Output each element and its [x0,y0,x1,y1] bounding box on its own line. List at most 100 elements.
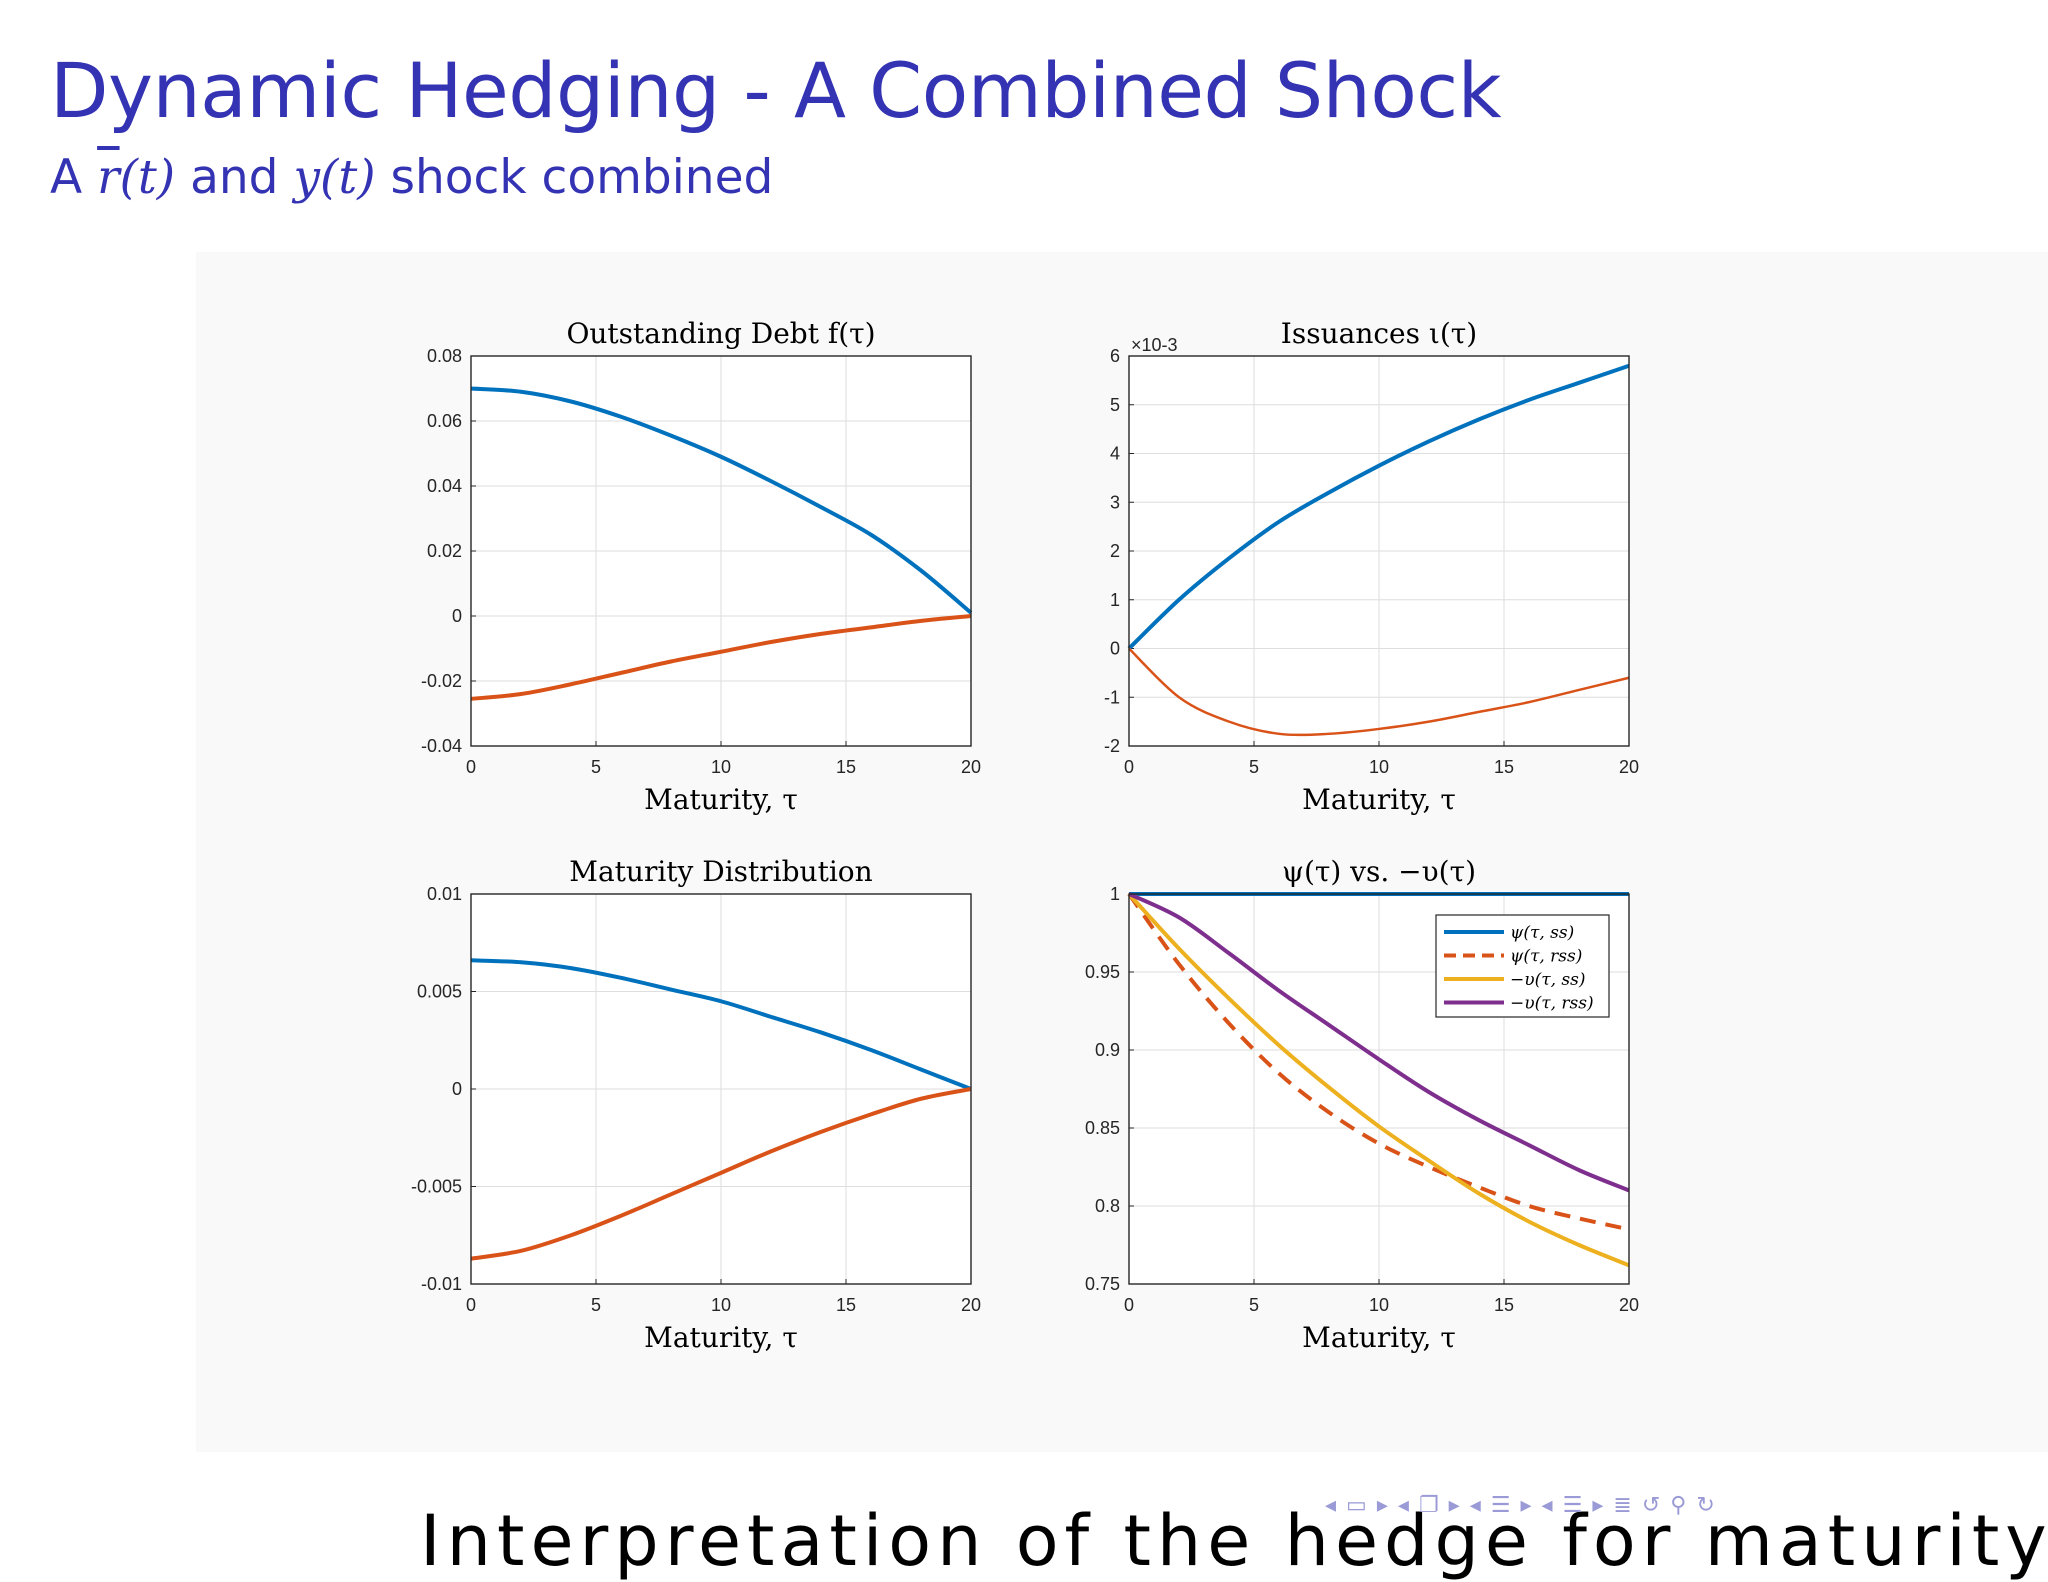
x-tick-label: 5 [1249,757,1259,777]
series-line-1 [470,386,973,615]
series-line-2 [1128,647,1630,737]
beamer-navigation[interactable]: ◂ ▭ ▸ ◂ ❐ ▸ ◂ ☰ ▸ ◂ ☰ ▸ ≣ ↺ ⚲ ↻ [1325,1490,1715,1520]
x-tick-label: 20 [961,1295,981,1315]
y-tick-label: 1 [1110,590,1120,610]
axes-box [1128,893,1630,1285]
x-tick-label: 15 [1494,1295,1514,1315]
nav-left-arrow[interactable]: ◂ [1469,1492,1481,1518]
series-line-2 [470,1087,972,1261]
chart-title: Maturity Distribution [569,855,872,888]
y-tick-label: -2 [1104,736,1120,756]
series-line-2 [1127,892,1630,1232]
nav-right-arrow[interactable]: ▸ [1376,1492,1388,1518]
x-tick-label: 10 [711,757,731,777]
y-tick-label: 0.02 [427,541,462,561]
nav-frame-icon[interactable]: ▭ [1346,1492,1367,1518]
subtitle-y: y(t) [293,150,376,205]
y-tick-label: 0 [452,1079,462,1099]
y-tick-label: 0.8 [1095,1196,1120,1216]
nav-right-arrow[interactable]: ▸ [1520,1492,1532,1518]
legend-label: ψ(τ, rss) [1510,947,1582,967]
x-tick-label: 10 [1369,757,1389,777]
y-tick-label: 1 [1110,884,1120,904]
y-tick-label: 0.01 [427,884,462,904]
chart-panel-1: 0 5 10 15 20 -0.04 -0.02 0 0.02 0.04 0.06 0.08 Outst… [421,317,981,816]
x-axis-label: Maturity, τ [644,783,798,816]
y-tick-label: 0.75 [1085,1274,1120,1294]
nav-align-icon[interactable]: ≣ [1613,1492,1632,1518]
subtitle-r-arg: (t) [119,150,176,205]
legend-label: −υ(τ, rss) [1510,994,1594,1014]
y-tick-label: 0.9 [1095,1040,1120,1060]
y-tick-label: 0.005 [417,982,462,1002]
x-tick-label: 10 [711,1295,731,1315]
y-tick-label: -0.005 [411,1177,462,1197]
chart-panel-3: 0 5 10 15 20 -0.01 -0.005 0 0.005 0.01 Maturity Di… [411,855,981,1354]
x-tick-label: 5 [591,757,601,777]
y-tick-label: 6 [1110,346,1120,366]
slide-subtitle: A r(t) and y(t) shock combined [50,150,773,205]
series-line-4 [1128,892,1630,1193]
y-tick-label: 0.95 [1085,962,1120,982]
series-line-3 [1127,892,1630,1268]
x-tick-label: 15 [836,1295,856,1315]
chart-title: Outstanding Debt f(τ) [566,317,875,350]
y-tick-label: 0.04 [427,476,462,496]
y-tick-label: -0.04 [421,736,462,756]
x-tick-label: 20 [1619,757,1639,777]
x-tick-label: 5 [591,1295,601,1315]
y-tick-label: 3 [1110,492,1120,512]
y-tick-label: 0.85 [1085,1118,1120,1138]
nav-left-arrow[interactable]: ◂ [1541,1492,1553,1518]
x-tick-label: 5 [1249,1295,1259,1315]
chart-panel-2: 0 5 10 15 20 -2 -1 0 1 2 3 4 5 6 Issuances ι(τ) Maturit… [1104,317,1639,816]
x-tick-label: 20 [961,757,981,777]
nav-search-icon[interactable]: ⚲ [1670,1492,1687,1518]
y-tick-label: -1 [1104,687,1120,707]
chart-title: Issuances ι(τ) [1281,317,1477,350]
chart-panel-4: 0 5 10 15 20 0.75 0.8 0.85 0.9 0.95 1 ψ(τ) vs. −υ(τ… [1085,855,1639,1354]
x-axis-label: Maturity, τ [644,1321,798,1354]
nav-section-icon[interactable]: ☰ [1562,1492,1583,1518]
axes-box [1128,355,1630,747]
x-tick-label: 15 [1494,757,1514,777]
subtitle-suffix: shock combined [375,150,774,205]
y-tick-label: 0.08 [427,346,462,366]
series-line-1 [470,958,972,1091]
y-tick-label: 2 [1110,541,1120,561]
axes-box [470,355,972,747]
nav-left-arrow[interactable]: ◂ [1397,1492,1409,1518]
y-tick-label: 5 [1110,395,1120,415]
bottom-text: Interpretation of the hedge for maturity [420,1500,2048,1582]
x-tick-label: 0 [1124,1295,1134,1315]
nav-section-icon[interactable]: ☰ [1490,1492,1511,1518]
chart-title: ψ(τ) vs. −υ(τ) [1282,855,1476,888]
x-tick-label: 0 [466,757,476,777]
x-axis-label: Maturity, τ [1302,783,1456,816]
y-tick-label: -0.02 [421,671,462,691]
figure-svg: 0 5 10 15 20-0.04-0.0200.020.040.060.08Outst… [411,317,1639,1354]
y-tick-label: 0.06 [427,411,462,431]
x-tick-label: 15 [836,757,856,777]
nav-back-icon[interactable]: ↺ [1641,1492,1661,1518]
series-line-1 [1127,363,1630,650]
x-tick-label: 0 [1124,757,1134,777]
y-tick-label: 0 [1110,639,1120,659]
axes-box [470,893,972,1285]
x-axis-label: Maturity, τ [1302,1321,1456,1354]
subtitle-r-bar: r [97,150,120,205]
nav-left-arrow[interactable]: ◂ [1325,1492,1337,1518]
nav-subsection-icon[interactable]: ❐ [1418,1492,1439,1518]
axis-exponent: ×10-3 [1131,335,1178,355]
legend-label: ψ(τ, ss) [1510,923,1574,943]
y-tick-label: -0.01 [421,1274,462,1294]
nav-forward-icon[interactable]: ↻ [1696,1492,1715,1518]
slide-title: Dynamic Hedging - A Combined Shock [50,46,1502,135]
nav-right-arrow[interactable]: ▸ [1448,1492,1460,1518]
subtitle-prefix: A [50,150,98,205]
y-tick-label: 4 [1110,444,1120,464]
series-line-2 [470,614,972,701]
nav-right-arrow[interactable]: ▸ [1592,1492,1604,1518]
y-tick-label: 0 [452,606,462,626]
x-tick-label: 20 [1619,1295,1639,1315]
